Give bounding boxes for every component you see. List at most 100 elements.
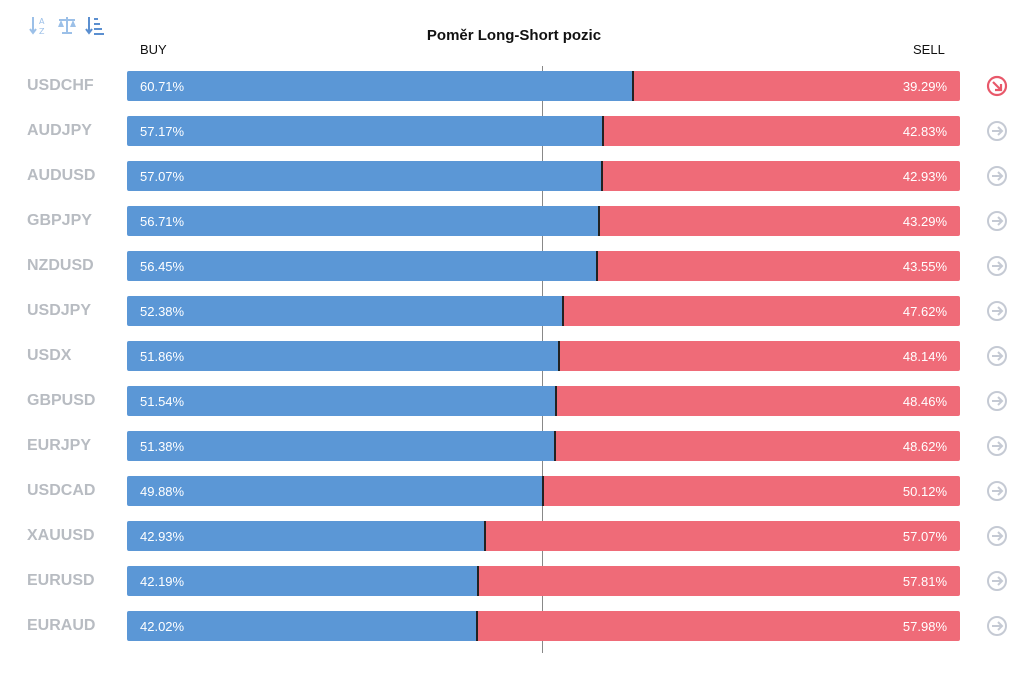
sell-value-label: 42.93%	[902, 169, 947, 184]
sell-bar	[543, 476, 960, 506]
sell-value-label: 57.07%	[902, 529, 947, 544]
sell-value-label: 57.81%	[902, 574, 947, 589]
pair-label: USDJPY	[27, 302, 92, 319]
pair-label: USDCHF	[27, 77, 94, 94]
svg-text:A: A	[39, 17, 45, 26]
buy-bar	[127, 71, 633, 101]
sell-bar	[633, 71, 960, 101]
sell-bar	[559, 341, 960, 371]
sell-value-label: 43.29%	[902, 214, 947, 229]
bar-divider	[596, 251, 598, 281]
sell-value-label: 57.98%	[902, 619, 947, 634]
sell-value-label: 43.55%	[902, 259, 947, 274]
arrow-right-circle-icon[interactable]	[986, 345, 1008, 367]
sell-bar	[603, 116, 960, 146]
arrow-right-circle-icon[interactable]	[986, 525, 1008, 547]
arrow-right-circle-icon[interactable]	[986, 165, 1008, 187]
bar-divider	[555, 386, 557, 416]
buy-bar	[127, 521, 485, 551]
arrow-right-circle-icon[interactable]	[986, 570, 1008, 592]
buy-value-label: 51.86%	[140, 349, 185, 364]
arrow-right-circle-icon[interactable]	[986, 390, 1008, 412]
sell-value-label: 47.62%	[902, 304, 947, 319]
pair-label: EURJPY	[27, 437, 92, 454]
bar-divider	[602, 116, 604, 146]
sell-bar	[555, 431, 960, 461]
bar-divider	[554, 431, 556, 461]
sort-by-value-icon[interactable]	[85, 14, 105, 36]
buy-bar	[127, 161, 602, 191]
buy-value-label: 49.88%	[140, 484, 185, 499]
arrow-right-circle-icon[interactable]	[986, 615, 1008, 637]
sell-value-label: 42.83%	[902, 124, 947, 139]
arrow-right-circle-icon[interactable]	[986, 255, 1008, 277]
sell-bar	[597, 251, 960, 281]
bar-divider	[477, 566, 479, 596]
arrow-right-circle-icon[interactable]	[986, 480, 1008, 502]
sell-value-label: 48.62%	[902, 439, 947, 454]
buy-value-label: 52.38%	[140, 304, 185, 319]
buy-bar	[127, 296, 563, 326]
bar-divider	[562, 296, 564, 326]
balance-scale-icon[interactable]	[57, 14, 77, 36]
chart-title: Poměr Long-Short pozic	[426, 27, 602, 44]
buy-value-label: 51.54%	[140, 394, 185, 409]
sell-bar	[599, 206, 960, 236]
buy-bar	[127, 341, 559, 371]
toolbar: A Z	[29, 14, 105, 38]
arrow-right-circle-icon[interactable]	[986, 210, 1008, 232]
buy-bar	[127, 386, 556, 416]
bar-divider	[558, 341, 560, 371]
pair-label: XAUUSD	[27, 527, 95, 544]
buy-bar	[127, 566, 478, 596]
sell-value-label: 39.29%	[902, 79, 947, 94]
sort-alphabetical-icon[interactable]: A Z	[29, 14, 49, 36]
buy-bar	[127, 116, 603, 146]
bar-divider	[601, 161, 603, 191]
buy-bar	[127, 251, 597, 281]
buy-bar	[127, 611, 477, 641]
pair-label: AUDUSD	[27, 167, 96, 184]
pair-label: EURUSD	[27, 572, 95, 589]
buy-bar	[127, 431, 555, 461]
buy-value-label: 60.71%	[140, 79, 185, 94]
sell-value-label: 48.46%	[902, 394, 947, 409]
buy-value-label: 42.02%	[140, 619, 185, 634]
bar-divider	[484, 521, 486, 551]
sell-bar	[478, 566, 960, 596]
buy-value-label: 51.38%	[140, 439, 185, 454]
buy-value-label: 56.71%	[140, 214, 185, 229]
sell-bar	[602, 161, 960, 191]
svg-text:Z: Z	[39, 27, 45, 36]
sell-header: SELL	[913, 42, 945, 57]
sell-bar	[563, 296, 960, 326]
pair-label: GBPUSD	[27, 392, 96, 409]
buy-header: BUY	[140, 42, 167, 57]
sell-value-label: 48.14%	[902, 349, 947, 364]
buy-value-label: 42.93%	[140, 529, 185, 544]
pair-label: USDX	[27, 347, 72, 364]
arrow-right-circle-icon[interactable]	[986, 435, 1008, 457]
sell-bar	[477, 611, 960, 641]
arrow-right-circle-icon[interactable]	[986, 300, 1008, 322]
pair-label: GBPJPY	[27, 212, 92, 229]
sell-bar	[485, 521, 960, 551]
bar-divider	[476, 611, 478, 641]
pair-label: USDCAD	[27, 482, 96, 499]
buy-value-label: 57.17%	[140, 124, 185, 139]
bar-divider	[598, 206, 600, 236]
buy-value-label: 57.07%	[140, 169, 185, 184]
buy-value-label: 42.19%	[140, 574, 185, 589]
pair-label: AUDJPY	[27, 122, 92, 139]
pair-label: NZDUSD	[27, 257, 94, 274]
arrow-right-circle-icon[interactable]	[986, 120, 1008, 142]
bar-divider	[632, 71, 634, 101]
buy-bar	[127, 476, 543, 506]
bar-divider	[542, 476, 544, 506]
sell-bar	[556, 386, 960, 416]
sell-value-label: 50.12%	[902, 484, 947, 499]
pair-label: EURAUD	[27, 617, 96, 634]
buy-bar	[127, 206, 599, 236]
arrow-down-right-circle-icon[interactable]	[986, 75, 1008, 97]
